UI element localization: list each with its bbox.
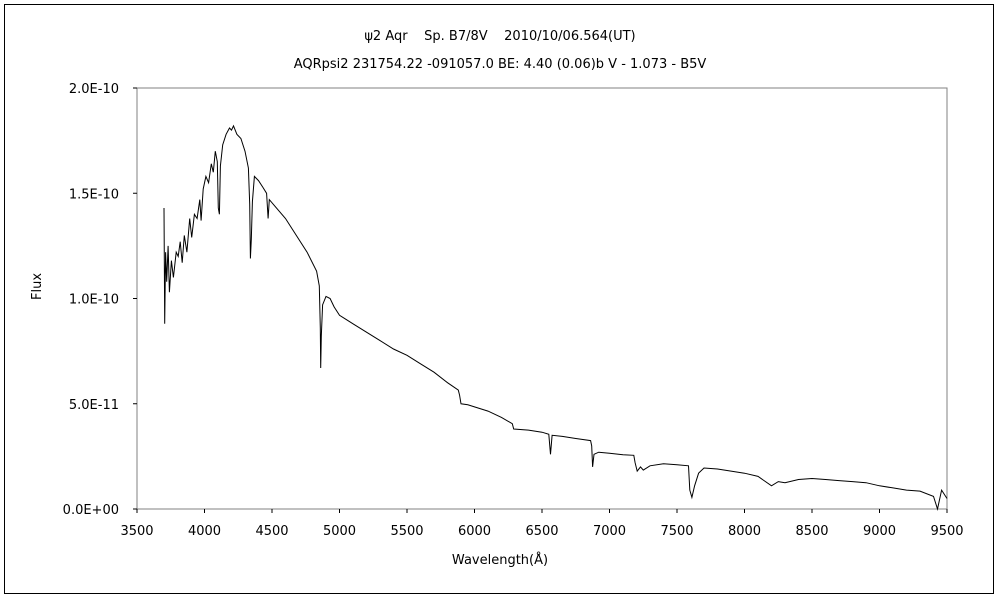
x-tick-label: 3500 [120, 524, 153, 539]
y-tick-label: 1.0E-10 [69, 293, 119, 308]
x-tick-label: 4500 [255, 524, 288, 539]
x-tick-label: 6500 [525, 524, 558, 539]
x-tick-label: 7500 [660, 524, 693, 539]
chart-frame [4, 4, 994, 594]
x-tick-label: 4000 [188, 524, 221, 539]
y-axis-ticks: 0.0E+00 5.0E-11 1.0E-10 1.5E-10 2.0E-10 [63, 82, 137, 518]
chart-subtitle: AQRpsi2 231754.22 -091057.0 BE: 4.40 (0.… [293, 57, 707, 72]
x-axis-label: Wavelength(Å) [451, 553, 549, 568]
chart-title: ψ2 Aqr Sp. B7/8V 2010/10/06.564(UT) [364, 29, 636, 44]
x-tick-label: 5500 [390, 524, 423, 539]
x-tick-label: 9000 [863, 524, 896, 539]
x-tick-label: 8500 [795, 524, 828, 539]
spectrum-line [163, 124, 948, 511]
y-tick-label: 5.0E-11 [69, 398, 119, 413]
y-tick-label: 0.0E+00 [63, 503, 119, 518]
x-tick-label: 7000 [593, 524, 626, 539]
x-tick-label: 6000 [458, 524, 491, 539]
y-tick-label: 1.5E-10 [69, 187, 119, 202]
plot-area [136, 87, 948, 510]
y-tick-label: 2.0E-10 [69, 82, 119, 97]
series-group [163, 124, 948, 511]
x-tick-label: 5000 [323, 524, 356, 539]
x-tick-label: 8000 [728, 524, 761, 539]
x-axis-ticks: 3500 4000 4500 5000 5500 6000 6500 7000 7500 8000… [120, 509, 964, 539]
x-tick-label: 9500 [930, 524, 963, 539]
